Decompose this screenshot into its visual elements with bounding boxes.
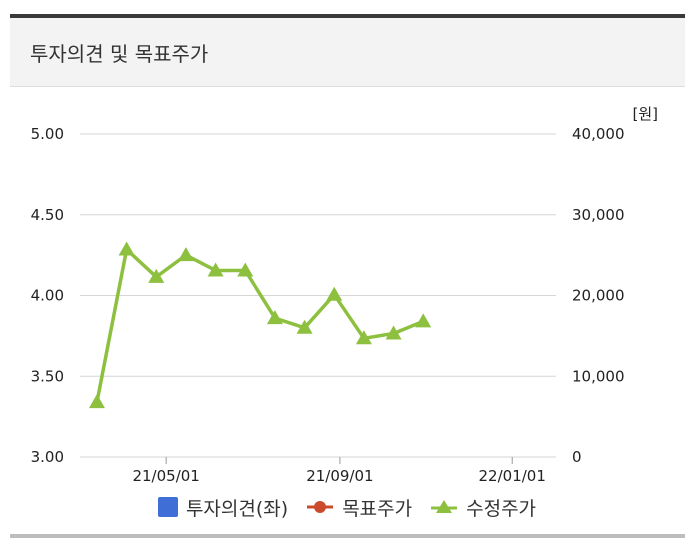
data-point-triangle [177,247,194,262]
data-point-triangle [326,286,343,301]
y-right-tick-label: 0 [572,448,582,466]
y-right-tick-label: 10,000 [572,367,625,385]
panel-title: 투자의견 및 목표주가 [30,42,209,66]
y-left-tick-label: 4.50 [31,206,64,224]
legend-item-opinion[interactable]: 투자의견(좌) [157,494,289,521]
data-point-triangle [355,330,372,345]
y-left-tick-label: 3.00 [31,448,64,466]
legend-item-adjusted-price[interactable]: 수정주가 [430,494,536,521]
y-left-tick-label: 5.00 [31,125,64,143]
y-right-tick-label: 40,000 [572,125,625,143]
data-point-triangle [118,241,135,256]
data-point-triangle [237,262,254,277]
square-marker-icon [157,497,178,517]
legend-item-target-price[interactable]: 목표주가 [306,494,412,521]
data-point-triangle [148,268,165,283]
data-point-triangle [88,394,105,409]
data-point-triangle [296,319,313,334]
panel-header: 투자의견 및 목표주가 [10,18,685,87]
y-right-tick-label: 30,000 [572,206,625,224]
chart-legend: 투자의견(좌) 목표주가 수정주가 [0,492,694,522]
series-line-adjusted-price [95,247,424,403]
data-point-triangle [207,262,224,277]
x-tick-label: 21/09/01 [306,467,373,485]
x-tick-label: 22/01/01 [479,467,546,485]
y-right-tick-label: 20,000 [572,287,625,305]
x-tick-label: 21/05/01 [132,467,199,485]
data-point-triangle [266,310,283,325]
circle-marker-icon [307,501,334,513]
y-left-tick-label: 3.50 [31,367,64,385]
data-point-triangle [415,313,432,328]
legend-label-target-price: 목표주가 [342,497,413,520]
triangle-marker-icon [431,500,458,513]
unit-label: [원] [632,105,658,123]
legend-label-opinion: 투자의견(좌) [185,497,289,520]
y-left-tick-label: 4.00 [31,287,64,305]
data-point-triangle [385,325,402,340]
legend-label-adjusted-price: 수정주가 [466,497,537,520]
